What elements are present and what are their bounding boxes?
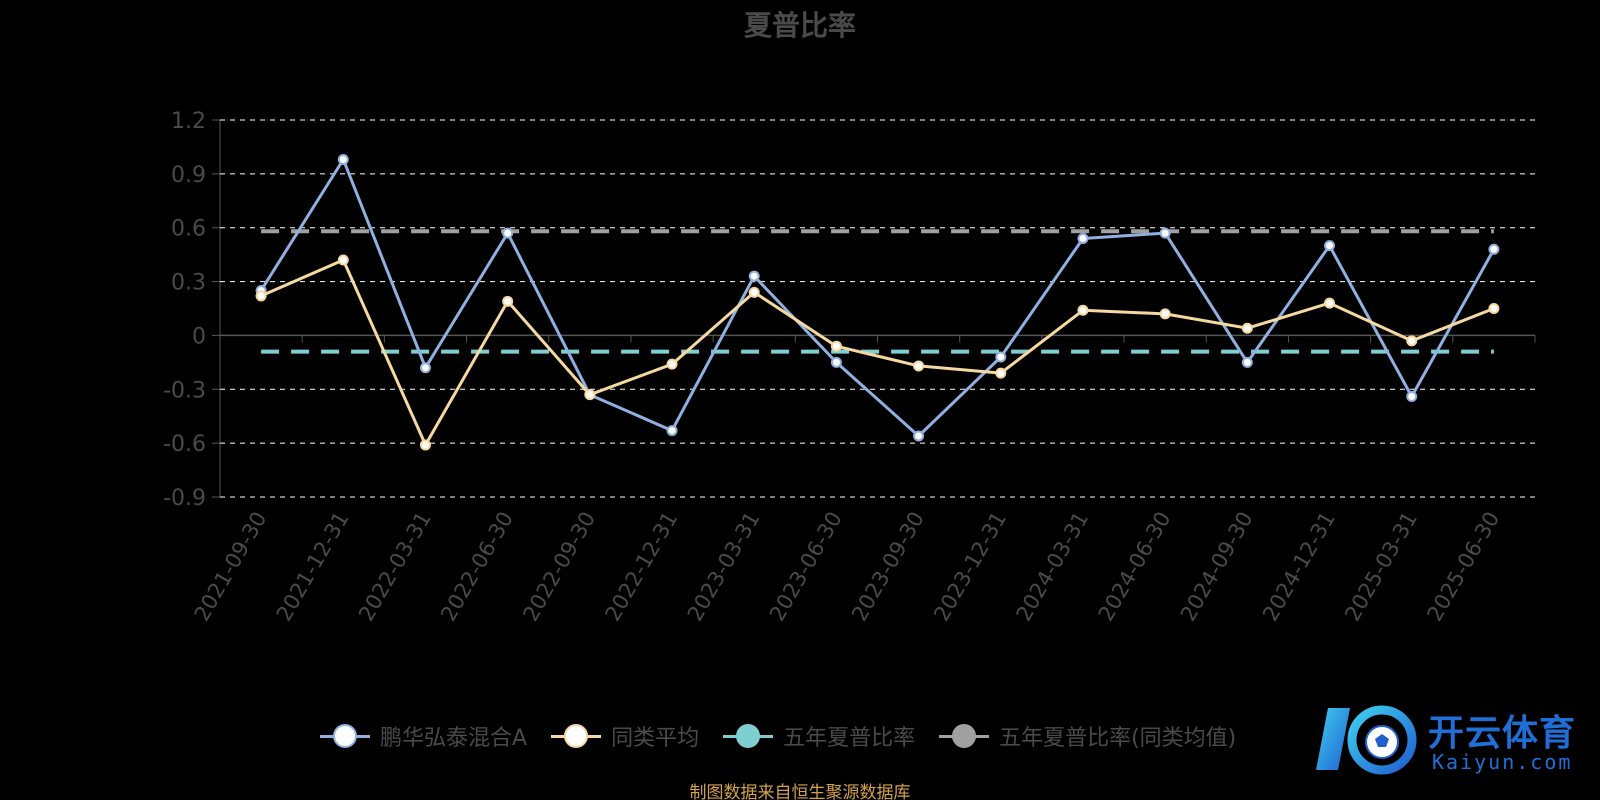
data-point	[830, 356, 842, 368]
data-point	[995, 351, 1007, 363]
data-point	[1077, 232, 1089, 244]
x-tick-label: 2024-03-31	[1011, 508, 1093, 626]
x-tick-label: 2022-12-31	[601, 508, 683, 626]
data-point	[748, 270, 760, 282]
legend-label: 五年夏普比率(同类均值)	[999, 726, 1237, 751]
legend-marker-icon	[551, 722, 602, 750]
data-point	[913, 360, 925, 372]
y-tick-label: 0.9	[171, 163, 206, 188]
brand-logo: 开云体育 Kaiyun.com	[1310, 700, 1590, 780]
data-point	[1159, 308, 1171, 320]
data-point	[666, 425, 678, 437]
x-tick-label: 2023-06-30	[765, 508, 847, 626]
logo-subtext: Kaiyun.com	[1432, 750, 1573, 774]
x-tick-label: 2021-09-30	[190, 508, 272, 626]
y-tick-label: -0.6	[163, 432, 206, 457]
data-point	[337, 153, 349, 165]
y-tick-label: 1.2	[171, 109, 206, 134]
x-tick-label: 2023-12-31	[929, 508, 1011, 626]
data-point	[337, 254, 349, 266]
legend-item-five-year-peer[interactable]: 五年夏普比率(同类均值)	[939, 720, 1236, 752]
x-tick-label: 2025-03-31	[1340, 508, 1422, 626]
chart-legend: 鹏华弘泰混合A 同类平均 五年夏普比率 五年夏普比率(同类均值)	[320, 716, 1260, 756]
legend-marker-icon	[723, 722, 774, 750]
legend-marker-icon	[939, 722, 990, 750]
x-tick-label: 2022-06-30	[436, 508, 518, 626]
data-source-note: 制图数据来自恒生聚源数据库	[689, 783, 911, 800]
data-point	[1324, 240, 1336, 252]
logo-text: 开云体育	[1428, 713, 1577, 754]
x-tick-label: 2024-06-30	[1094, 508, 1176, 626]
data-point	[913, 430, 925, 442]
legend-marker-icon	[320, 722, 370, 750]
x-tick-label: 2024-09-30	[1176, 508, 1258, 626]
x-tick-label: 2022-03-31	[354, 508, 436, 626]
ball-logo-icon	[1316, 705, 1417, 775]
data-point	[502, 295, 514, 307]
data-point	[584, 389, 596, 401]
x-tick-label: 2023-03-31	[683, 508, 765, 626]
series-line	[259, 158, 1496, 438]
y-tick-label: -0.9	[163, 486, 206, 511]
data-point	[830, 340, 842, 352]
legend-item-five-year[interactable]: 五年夏普比率	[723, 720, 915, 752]
data-point	[1406, 390, 1418, 402]
x-tick-label: 2023-09-30	[847, 508, 929, 626]
y-tick-label: 0	[192, 324, 206, 349]
x-tick-label: 2022-09-30	[518, 508, 600, 626]
x-tick-label: 2024-12-31	[1258, 508, 1340, 626]
data-point	[1241, 322, 1253, 334]
y-tick-label: 0.6	[171, 217, 206, 242]
data-point	[995, 367, 1007, 379]
x-tick-label: 2021-12-31	[272, 508, 354, 626]
data-point	[1488, 243, 1500, 255]
legend-label: 鹏华弘泰混合A	[380, 726, 528, 751]
chart-title: 夏普比率	[743, 9, 856, 42]
x-tick-label: 2025-06-30	[1422, 508, 1504, 626]
data-point	[255, 290, 267, 302]
legend-item-peer-average[interactable]: 同类平均	[551, 720, 699, 752]
y-tick-label: -0.3	[163, 378, 206, 403]
data-point	[502, 227, 514, 239]
data-point	[1241, 356, 1253, 368]
data-point	[1077, 304, 1089, 316]
data-point	[419, 362, 431, 374]
data-point	[748, 286, 760, 298]
y-tick-label: 0.3	[171, 271, 206, 296]
series-line	[260, 258, 1495, 447]
data-point	[666, 358, 678, 370]
data-point	[1159, 227, 1171, 239]
data-point	[1324, 297, 1336, 309]
legend-label: 同类平均	[611, 726, 700, 751]
legend-item-fund[interactable]: 鹏华弘泰混合A	[320, 720, 527, 752]
data-point	[419, 439, 431, 451]
legend-label: 五年夏普比率	[783, 726, 916, 751]
data-point	[1406, 335, 1418, 347]
data-point	[1488, 303, 1500, 314]
